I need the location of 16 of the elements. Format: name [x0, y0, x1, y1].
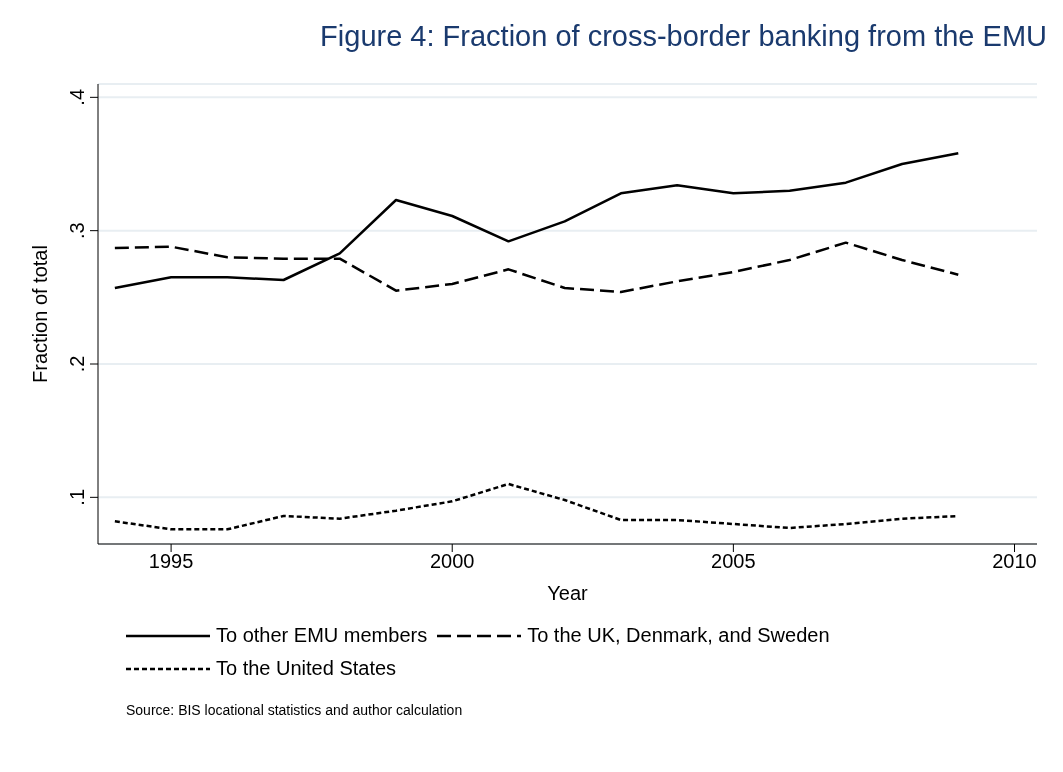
x-tick-label: 2010 [992, 550, 1037, 573]
legend-label: To the United States [216, 657, 397, 680]
source-note: Source: BIS locational statistics and author calculation [126, 702, 464, 718]
y-tick-label: .4 [66, 88, 88, 106]
y-axis-title: Fraction of total [29, 245, 52, 383]
x-tick-label: 2005 [711, 550, 756, 573]
y-tick-label: .2 [66, 355, 88, 373]
y-tick-label: .3 [66, 222, 88, 240]
legend-label: To the UK, Denmark, and Sweden [527, 624, 830, 647]
chart-title: Figure 4: Fraction of cross-border banking from the EMU [319, 19, 1048, 54]
x-tick-label: 1995 [148, 550, 194, 573]
x-axis-title: Year [547, 582, 589, 604]
legend-label: To other EMU members [216, 624, 428, 647]
line-series [113, 152, 960, 290]
x-tick-label: 2000 [429, 550, 475, 573]
y-tick-label: .1 [66, 488, 88, 506]
